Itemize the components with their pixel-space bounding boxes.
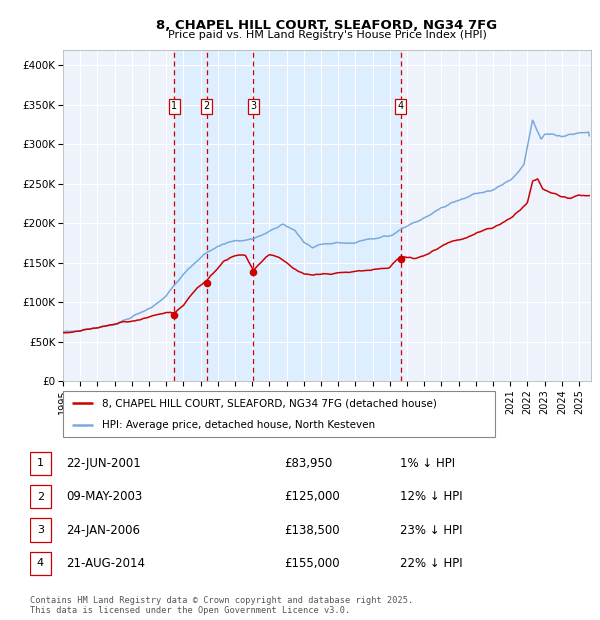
Text: 12% ↓ HPI: 12% ↓ HPI — [400, 490, 463, 503]
Text: 1: 1 — [171, 102, 178, 112]
Text: Contains HM Land Registry data © Crown copyright and database right 2025.
This d: Contains HM Land Registry data © Crown c… — [30, 596, 413, 615]
Text: Price paid vs. HM Land Registry's House Price Index (HPI): Price paid vs. HM Land Registry's House … — [167, 30, 487, 40]
Text: 8, CHAPEL HILL COURT, SLEAFORD, NG34 7FG: 8, CHAPEL HILL COURT, SLEAFORD, NG34 7FG — [157, 19, 497, 32]
Text: 22% ↓ HPI: 22% ↓ HPI — [400, 557, 463, 570]
FancyBboxPatch shape — [30, 518, 51, 541]
Text: 22-JUN-2001: 22-JUN-2001 — [66, 456, 140, 469]
Text: 24-JAN-2006: 24-JAN-2006 — [66, 523, 140, 536]
Text: £138,500: £138,500 — [284, 523, 340, 536]
Text: £155,000: £155,000 — [284, 557, 340, 570]
Text: 3: 3 — [250, 102, 256, 112]
Text: 4: 4 — [398, 102, 404, 112]
Text: HPI: Average price, detached house, North Kesteven: HPI: Average price, detached house, Nort… — [102, 420, 375, 430]
Text: 23% ↓ HPI: 23% ↓ HPI — [400, 523, 463, 536]
Text: 8, CHAPEL HILL COURT, SLEAFORD, NG34 7FG (detached house): 8, CHAPEL HILL COURT, SLEAFORD, NG34 7FG… — [102, 398, 437, 408]
Text: 2: 2 — [37, 492, 44, 502]
Text: 2: 2 — [203, 102, 210, 112]
FancyBboxPatch shape — [30, 485, 51, 508]
Text: 4: 4 — [37, 559, 44, 569]
FancyBboxPatch shape — [30, 451, 51, 474]
FancyBboxPatch shape — [30, 552, 51, 575]
Text: £83,950: £83,950 — [284, 456, 332, 469]
Text: £125,000: £125,000 — [284, 490, 340, 503]
Text: 1% ↓ HPI: 1% ↓ HPI — [400, 456, 455, 469]
Text: 09-MAY-2003: 09-MAY-2003 — [66, 490, 142, 503]
Text: 21-AUG-2014: 21-AUG-2014 — [66, 557, 145, 570]
Bar — [174, 50, 401, 381]
Text: 3: 3 — [37, 525, 44, 535]
Text: 1: 1 — [37, 458, 44, 468]
